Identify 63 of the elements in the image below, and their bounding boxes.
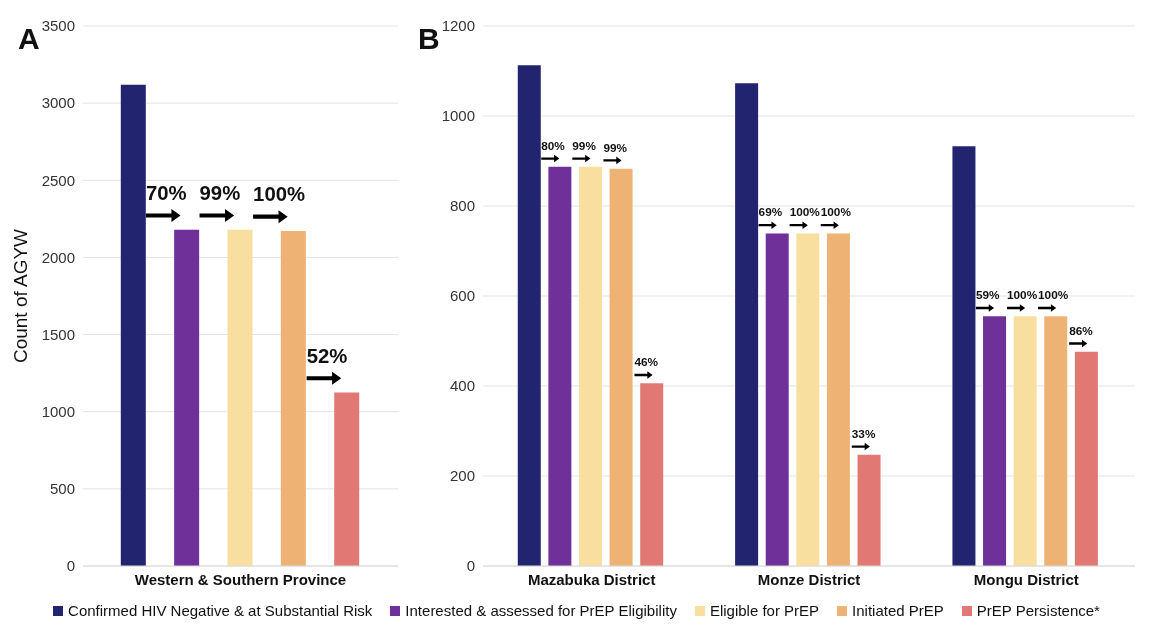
bar: [227, 229, 253, 566]
annotation: 100%: [1006, 288, 1038, 303]
bar: [765, 233, 789, 566]
annotation: 52%: [306, 344, 348, 367]
y-tick-label: 200: [449, 467, 475, 485]
bar: [952, 146, 976, 566]
y-tick-label: 600: [449, 287, 475, 305]
bar: [1044, 316, 1068, 566]
legend-label: Interested & assessed for PrEP Eligibility: [405, 602, 677, 619]
legend-label: Confirmed HIV Negative & at Substantial Risk: [68, 602, 373, 619]
x-tick-label: Mazabuka District: [527, 570, 656, 588]
y-tick-label: 1200: [441, 17, 475, 35]
y-tick-label: 1000: [441, 107, 475, 125]
annotation: 69%: [758, 205, 783, 220]
bar: [1074, 351, 1098, 566]
bar: [1013, 316, 1037, 566]
x-tick-label: Monze District: [757, 570, 861, 588]
bar: [735, 83, 759, 566]
annotation: 99%: [199, 182, 241, 205]
bar: [174, 229, 200, 566]
y-tick-label: 3500: [41, 17, 75, 35]
y-tick-label: 800: [449, 197, 475, 215]
legend-label: Eligible for PrEP: [709, 602, 820, 619]
annotation: 70%: [146, 182, 187, 205]
y-tick-label: 1000: [41, 403, 75, 421]
annotation: 80%: [541, 138, 566, 153]
annotation: 33%: [851, 426, 876, 441]
y-axis-title: Count of AGYW: [9, 228, 31, 364]
bar: [578, 166, 602, 566]
annotation: 100%: [1038, 288, 1069, 303]
bar: [120, 84, 146, 566]
bar: [517, 65, 541, 566]
chart-title: B: [418, 22, 440, 56]
bar: [609, 168, 633, 566]
x-tick-label: Western & Southern Province: [134, 570, 347, 588]
annotation: 100%: [789, 205, 821, 220]
annotation: 99%: [603, 140, 628, 155]
bar: [983, 316, 1007, 566]
bar: [334, 392, 360, 566]
x-tick-label: Mongu District: [973, 570, 1079, 588]
bar: [280, 230, 306, 566]
y-tick-label: 1500: [41, 325, 75, 343]
bar: [796, 233, 820, 566]
y-tick-label: 3000: [41, 94, 75, 112]
bar: [640, 383, 664, 566]
y-tick-label: 2500: [41, 171, 75, 189]
bar: [857, 454, 881, 566]
y-tick-label: 0: [466, 557, 475, 575]
y-tick-label: 500: [49, 480, 75, 498]
annotation: 59%: [975, 288, 1001, 303]
bar: [826, 233, 850, 566]
legend-label: PrEP Persistence*: [976, 602, 1100, 619]
chart-title: A: [18, 22, 40, 56]
y-tick-label: 0: [66, 557, 75, 575]
bar: [548, 166, 572, 566]
annotation: 46%: [634, 355, 659, 370]
y-tick-label: 400: [449, 377, 475, 395]
y-tick-label: 2000: [41, 248, 75, 266]
annotation: 100%: [820, 205, 852, 220]
annotation: 99%: [572, 138, 597, 153]
annotation: 86%: [1069, 323, 1094, 338]
annotation: 100%: [253, 183, 306, 206]
legend-label: Initiated PrEP: [852, 602, 944, 619]
